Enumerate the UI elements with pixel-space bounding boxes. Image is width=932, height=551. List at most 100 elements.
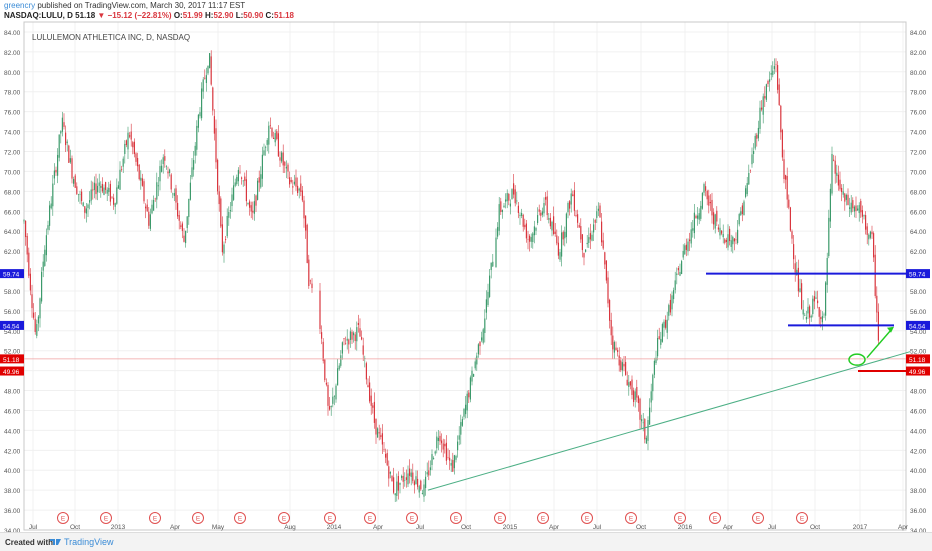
- candle-body: [562, 231, 564, 240]
- candle-body: [730, 240, 732, 247]
- y-tick-label-right: 52.00: [910, 349, 927, 356]
- candle-body: [153, 200, 155, 211]
- candle-body: [708, 195, 710, 206]
- candle-body: [415, 476, 417, 485]
- candle-body: [620, 360, 622, 371]
- candle-body: [434, 451, 436, 454]
- candle-body: [489, 275, 491, 297]
- x-tick-label: 2013: [111, 524, 126, 531]
- upward-arrow-shaft: [866, 328, 893, 359]
- candle-body: [530, 237, 532, 242]
- earnings-marker-label: E: [713, 516, 718, 523]
- candle-body: [853, 206, 855, 212]
- candle-body: [468, 392, 470, 398]
- candle-body: [818, 306, 820, 317]
- candle-body: [378, 432, 380, 434]
- candle-body: [741, 205, 743, 215]
- candle-body: [250, 205, 252, 212]
- candle-body: [258, 177, 260, 183]
- y-tick-label-right: 78.00: [910, 90, 927, 97]
- candle-body: [221, 224, 223, 253]
- candle-body: [569, 201, 571, 209]
- candle-body: [506, 193, 508, 202]
- low-value: 50.90: [243, 11, 264, 20]
- y-tick-label-left: 38.00: [4, 488, 21, 495]
- candle-body: [685, 244, 687, 250]
- y-tick-label-left: 78.00: [4, 90, 21, 97]
- candle-body: [111, 196, 113, 198]
- candle-body: [644, 419, 646, 440]
- candle-body: [623, 363, 625, 367]
- candle-body: [82, 202, 84, 207]
- candle-body: [465, 404, 467, 415]
- candle-body: [122, 158, 124, 167]
- candle-body: [826, 257, 828, 285]
- candle-body: [42, 261, 44, 271]
- candle-body: [306, 224, 308, 264]
- candle-body: [757, 127, 759, 139]
- candle-body: [333, 396, 335, 397]
- candle-body: [516, 200, 518, 202]
- candle-body: [298, 188, 300, 191]
- candle-body: [639, 398, 641, 420]
- candle-body: [829, 188, 831, 222]
- candle-body: [165, 166, 167, 167]
- candle-body: [95, 183, 97, 195]
- y-tick-label-left: 62.00: [4, 249, 21, 256]
- candle-body: [449, 457, 451, 461]
- price-label-right: 59.74: [909, 272, 926, 279]
- candle-body: [676, 273, 678, 276]
- candle-body: [33, 312, 35, 318]
- candle-body: [524, 224, 526, 228]
- candle-body: [863, 215, 865, 217]
- candle-body: [364, 358, 366, 359]
- candle-body: [674, 280, 676, 291]
- candle-body: [693, 212, 695, 234]
- candle-body: [858, 205, 860, 214]
- candle-body: [791, 231, 793, 239]
- candle-body: [588, 237, 590, 243]
- candle-body: [442, 443, 444, 450]
- candle-body: [665, 319, 667, 328]
- candle-body: [857, 208, 859, 211]
- x-tick-label: 2017: [853, 524, 868, 531]
- candle-body: [303, 200, 305, 219]
- candle-body: [357, 322, 359, 325]
- candle-body: [860, 200, 862, 213]
- candle-body: [367, 385, 369, 388]
- x-tick-label: Apr: [170, 524, 181, 531]
- x-tick-label: Oct: [636, 524, 646, 531]
- candle-body: [255, 195, 257, 206]
- candle-body: [421, 492, 423, 494]
- candle-body: [383, 449, 385, 450]
- candle-body: [657, 337, 659, 357]
- candle-body: [735, 239, 737, 241]
- candle-body: [593, 224, 595, 233]
- earnings-marker-icon: [234, 512, 246, 524]
- candle-body: [709, 202, 711, 204]
- earnings-marker-label: E: [153, 516, 158, 523]
- candle-body: [695, 215, 697, 219]
- candle-body: [642, 422, 644, 424]
- chart-grid: [24, 22, 906, 531]
- candle-body: [207, 65, 209, 74]
- candle-body: [681, 261, 683, 275]
- candle-body: [210, 56, 212, 85]
- candle-body: [706, 190, 708, 200]
- candle-body: [130, 131, 132, 140]
- chart-frame: [23, 21, 907, 531]
- earnings-marker-label: E: [585, 516, 590, 523]
- candle-body: [47, 225, 49, 230]
- candle-body: [188, 198, 190, 218]
- candle-body: [455, 455, 457, 460]
- candle-body: [97, 185, 99, 193]
- candle-body: [149, 214, 151, 229]
- candle-body: [234, 182, 236, 186]
- tradingview-brand[interactable]: TradingView: [64, 537, 114, 547]
- publisher-user[interactable]: greencry: [4, 1, 36, 10]
- candle-body: [241, 177, 243, 179]
- price-label-right: 49.96: [909, 369, 926, 376]
- y-tick-label-right: 82.00: [910, 50, 927, 57]
- candle-body: [785, 175, 787, 180]
